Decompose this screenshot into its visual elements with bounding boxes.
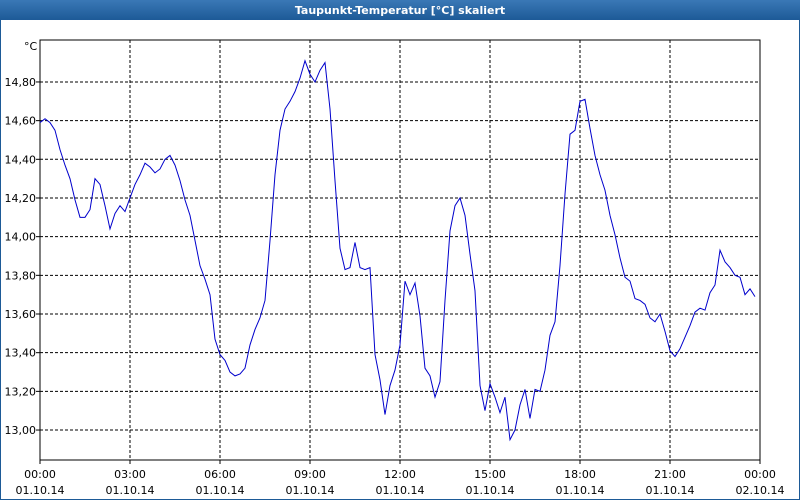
x-tick-date: 01.10.14: [16, 484, 65, 497]
y-tick-label: 13,40: [5, 347, 37, 360]
x-tick-date: 01.10.14: [376, 484, 425, 497]
x-tick-label: 09:00: [294, 468, 326, 481]
y-unit: °C: [24, 40, 38, 53]
x-tick-date: 01.10.14: [646, 484, 695, 497]
y-tick-label: 13,60: [5, 308, 37, 321]
y-tick-label: 14,00: [5, 231, 37, 244]
title-bar: [0, 0, 800, 20]
y-tick-label: 14,80: [5, 76, 37, 89]
y-tick-label: 14,20: [5, 192, 37, 205]
x-tick-label: 03:00: [114, 468, 146, 481]
y-tick-label: 13,00: [5, 424, 37, 437]
x-tick-label: 12:00: [384, 468, 416, 481]
x-tick-date: 02.10.14: [736, 484, 785, 497]
y-tick-label: 13,80: [5, 269, 37, 282]
data-line: [39, 59, 756, 442]
y-tick-label: 14,40: [5, 153, 37, 166]
chart-title: Taupunkt-Temperatur [°C] skaliert: [295, 4, 505, 17]
x-tick-date: 01.10.14: [196, 484, 245, 497]
x-tick-date: 01.10.14: [466, 484, 515, 497]
x-tick-date: 01.10.14: [286, 484, 335, 497]
x-tick-date: 01.10.14: [556, 484, 605, 497]
x-tick-label: 18:00: [564, 468, 596, 481]
x-tick-label: 00:00: [744, 468, 776, 481]
x-tick-date: 01.10.14: [106, 484, 155, 497]
x-tick-label: 00:00: [24, 468, 56, 481]
y-tick-label: 13,20: [5, 385, 37, 398]
x-tick-label: 06:00: [204, 468, 236, 481]
y-tick-label: 14,60: [5, 115, 37, 128]
x-tick-label: 15:00: [474, 468, 506, 481]
x-tick-label: 21:00: [654, 468, 686, 481]
